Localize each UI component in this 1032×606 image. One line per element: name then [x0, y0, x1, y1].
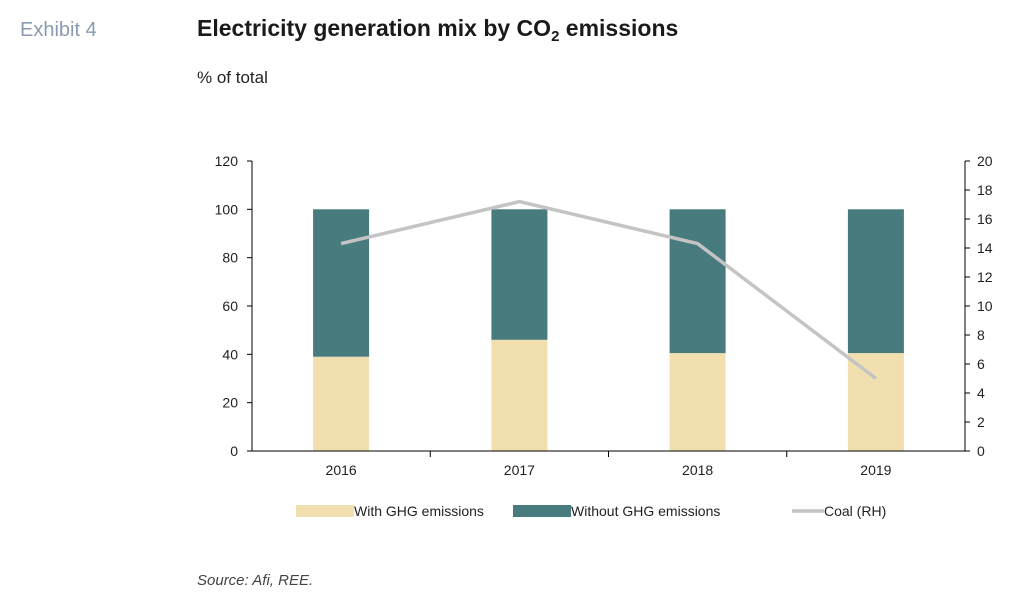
y-right-tick-label: 18 — [977, 182, 993, 198]
legend-without-ghg-swatch — [513, 505, 571, 517]
axes-layer: 0 20 40 60 80 100 120 0 2 4 6 8 10 12 14 16 18 20 2016 2017… — [215, 153, 993, 478]
y-right-tick-label: 10 — [977, 298, 993, 314]
y-right-tick-label: 14 — [977, 240, 993, 256]
y-left-tick-label: 120 — [215, 153, 239, 169]
y-right-tick-label: 8 — [977, 327, 985, 343]
x-tick-label: 2018 — [682, 462, 713, 478]
y-right-tick-label: 4 — [977, 385, 985, 401]
bars-layer — [313, 209, 904, 452]
source-note: Source: Afi, REE. — [197, 572, 314, 589]
unit-label: % of total — [197, 68, 268, 87]
legend-coal-label: Coal (RH) — [824, 503, 886, 519]
title-subscript: 2 — [551, 28, 560, 45]
bar-with-ghg-2019 — [847, 353, 904, 451]
bar-without-ghg-2018 — [669, 209, 726, 354]
chart-area: 0 20 40 60 80 100 120 0 2 4 6 8 10 12 14 16 18 20 2016 2017… — [215, 153, 993, 519]
y-left-tick-label: 80 — [222, 250, 238, 266]
y-right-tick-label: 12 — [977, 269, 993, 285]
bar-without-ghg-2017 — [491, 209, 548, 340]
legend-with-ghg-swatch — [296, 505, 354, 517]
title-main: Electricity generation mix by CO — [197, 15, 552, 41]
y-left-tick-label: 100 — [215, 201, 239, 217]
bar-with-ghg-2016 — [313, 356, 370, 452]
x-tick-label: 2017 — [504, 462, 535, 478]
y-right-tick-label: 0 — [977, 443, 985, 459]
x-tick-label: 2016 — [326, 462, 357, 478]
legend: With GHG emissions Without GHG emissions C… — [296, 503, 886, 519]
coal-line — [340, 199, 877, 380]
bar-without-ghg-2016 — [313, 209, 370, 357]
x-tick-label: 2019 — [860, 462, 891, 478]
y-right-tick-label: 6 — [977, 356, 985, 372]
bar-with-ghg-2018 — [669, 353, 726, 451]
y-left-tick-label: 0 — [230, 443, 238, 459]
exhibit-label: Exhibit 4 — [20, 19, 97, 41]
bar-with-ghg-2017 — [491, 339, 548, 451]
y-left-tick-label: 40 — [222, 346, 238, 362]
legend-with-ghg-label: With GHG emissions — [354, 503, 484, 519]
y-left-tick-label: 60 — [222, 298, 238, 314]
y-right-tick-label: 20 — [977, 153, 993, 169]
title-end: emissions — [559, 15, 679, 41]
chart-title: Electricity generation mix by CO2 emissi… — [197, 15, 679, 45]
bar-without-ghg-2019 — [847, 209, 904, 354]
y-right-tick-label: 16 — [977, 211, 993, 227]
y-right-tick-label: 2 — [977, 414, 985, 430]
y-left-tick-label: 20 — [222, 395, 238, 411]
coal-line-layer — [340, 199, 877, 380]
legend-without-ghg-label: Without GHG emissions — [571, 503, 720, 519]
